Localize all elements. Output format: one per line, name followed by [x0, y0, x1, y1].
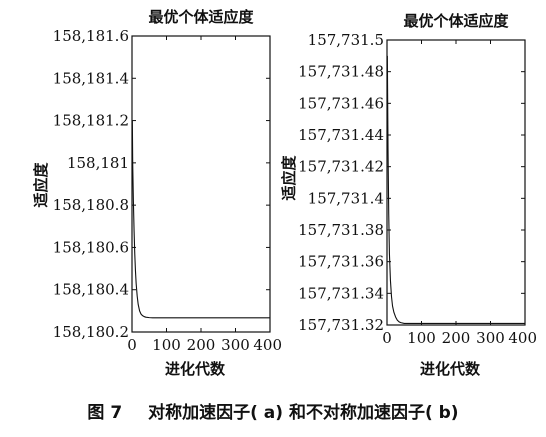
- chart-a-series-line-0: [131, 120, 270, 319]
- chart-b-title: 最优个体适应度: [403, 12, 509, 30]
- caption-figure-number: 图 7: [87, 403, 123, 423]
- chart-a-ytick-label: 158,181.6: [53, 27, 129, 45]
- chart-b-ylabel: 适应度: [280, 155, 298, 201]
- chart-a-ytick-label: 158,180.6: [53, 238, 129, 256]
- chart-a-ytick-label: 158,181.2: [53, 112, 129, 130]
- chart-a-ytick-label: 158,181: [67, 154, 129, 172]
- chart-b: 157,731.32 157,731.34 157,731.36 157,731.38…: [280, 12, 537, 378]
- chart-a: 158,180.2 158,180.4 158,180.6 158,180.8 158,…: [32, 8, 282, 378]
- chart-b-ytick-label: 157,731.36: [298, 253, 384, 271]
- chart-b-xtick-label: 400: [508, 329, 537, 347]
- chart-a-ytick-label: 158,180.8: [53, 196, 129, 214]
- chart-a-xtick-label: 200: [187, 336, 216, 354]
- chart-a-ylabel: 适应度: [32, 162, 50, 208]
- chart-a-ytick-label: 158,180.2: [53, 323, 129, 341]
- chart-b-ytick-label: 157,731.34: [298, 284, 384, 302]
- plots-canvas: 158,180.2 158,180.4 158,180.6 158,180.8 158,…: [32, 8, 537, 378]
- chart-b-plot-frame: [386, 39, 526, 326]
- chart-a-xtick-label: 100: [152, 336, 181, 354]
- chart-a-ytick-label: 158,181.4: [53, 69, 129, 87]
- chart-a-xtick-label: 300: [221, 336, 250, 354]
- chart-b-xlabel: 进化代数: [420, 360, 481, 378]
- chart-a-xtick-label: 400: [253, 336, 282, 354]
- chart-b-xtick-label: 0: [382, 329, 392, 347]
- chart-b-xtick-label: 300: [476, 329, 505, 347]
- chart-b-ytick-label: 157,731.5: [308, 31, 384, 49]
- chart-a-plot-frame: [131, 35, 271, 333]
- chart-b-xtick-label: 200: [442, 329, 471, 347]
- chart-b-ytick-label: 157,731.42: [298, 158, 384, 176]
- chart-b-ytick-label: 157,731.46: [298, 94, 384, 112]
- chart-b-ytick-label: 157,731.38: [298, 221, 384, 239]
- chart-a-xlabel: 进化代数: [165, 360, 226, 378]
- chart-b-xtick-label: 100: [407, 329, 436, 347]
- figure-caption: 图 7 对称加速因子( a) 和不对称加速因子( b): [0, 398, 546, 423]
- chart-b-ytick-label: 157,731.48: [298, 63, 384, 81]
- caption-text: 对称加速因子( a) 和不对称加速因子( b): [148, 403, 459, 423]
- chart-a-ytick-label: 158,180.4: [53, 281, 129, 299]
- chart-a-title: 最优个体适应度: [148, 8, 254, 26]
- chart-b-ytick-label: 157,731.32: [298, 316, 384, 334]
- chart-a-xtick-label: 0: [127, 336, 137, 354]
- chart-b-ytick-label: 157,731.4: [308, 189, 384, 207]
- chart-b-ytick-label: 157,731.44: [298, 126, 384, 144]
- chart-b-series-line-0: [386, 55, 525, 324]
